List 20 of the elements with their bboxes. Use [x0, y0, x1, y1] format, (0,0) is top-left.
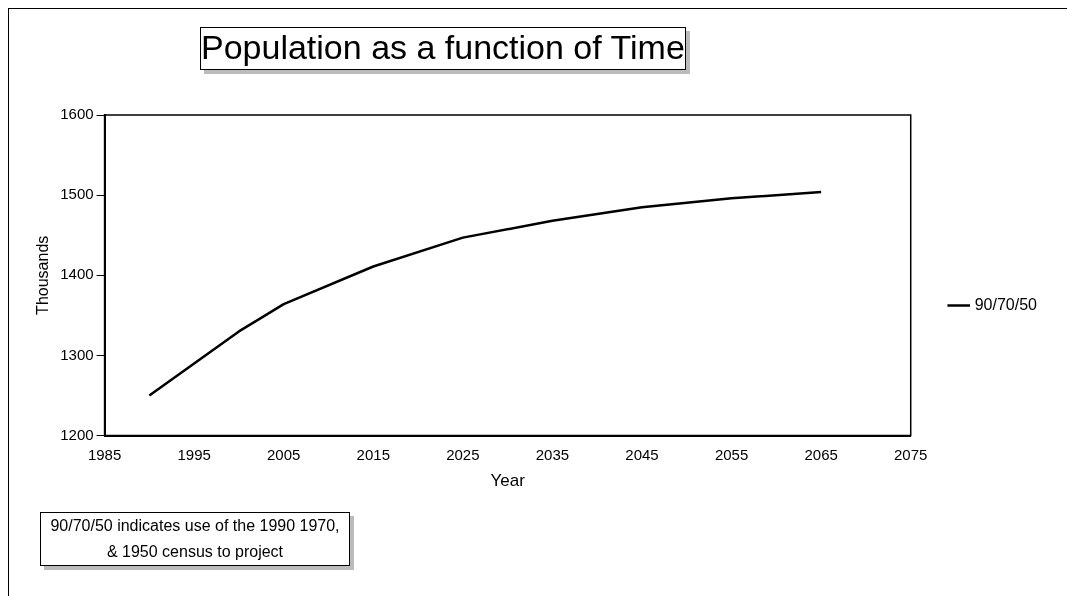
x-tick-label: 2045: [625, 445, 659, 463]
x-tick-label: 2075: [894, 445, 928, 463]
y-tick-label: 1200: [60, 425, 94, 443]
x-tick-label: 1995: [177, 445, 211, 463]
y-tick-label: 1600: [60, 105, 94, 123]
x-tick-label: 2015: [356, 445, 390, 463]
legend-label: 90/70/50: [974, 295, 1038, 313]
x-axis-title: Year: [490, 471, 526, 491]
y-axis-title: Thousands: [34, 235, 52, 315]
x-tick-label: 2005: [267, 445, 301, 463]
y-tick-label: 1500: [60, 185, 94, 203]
y-tick-label: 1400: [60, 265, 94, 283]
x-tick-label: 2065: [804, 445, 838, 463]
x-tick-label: 2035: [535, 445, 570, 463]
y-tick-label: 1300: [60, 345, 94, 363]
x-tick-label: 2055: [714, 445, 749, 463]
x-tick-label: 1985: [87, 445, 122, 463]
text: 90/70/50 indicates use of the 1990 1970, & 1950 census to project: [40, 512, 350, 566]
x-tick-label: 2025: [446, 445, 480, 463]
chart-title: Population as a function of Time: [200, 27, 686, 70]
